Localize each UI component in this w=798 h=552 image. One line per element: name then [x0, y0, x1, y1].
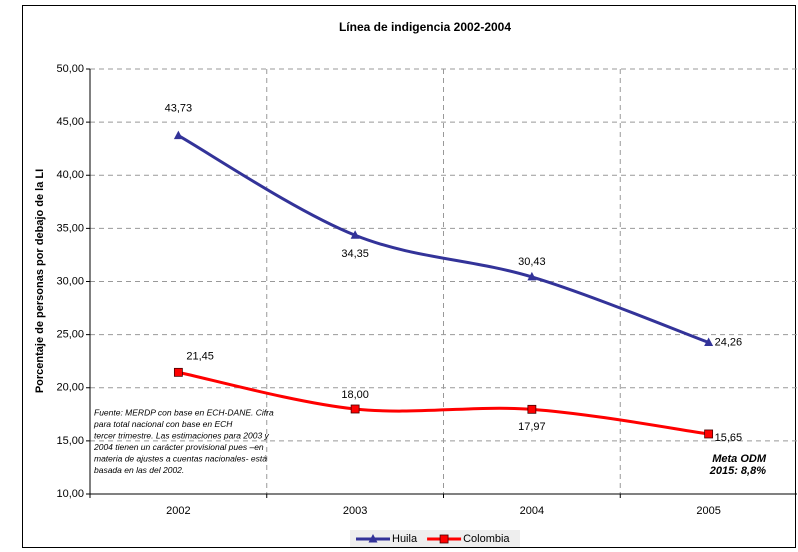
goal-note: Meta ODM [712, 453, 767, 465]
marker-triangle [350, 230, 360, 239]
y-tick-label: 25,00 [56, 329, 84, 341]
chart-title: Línea de indigencia 2002-2004 [339, 20, 511, 34]
y-tick-label: 35,00 [56, 222, 84, 234]
data-label: 18,00 [341, 389, 369, 401]
data-label: 15,65 [715, 432, 743, 444]
series-line [178, 370, 709, 436]
y-axis-label: Porcentaje de personas por debajo de la … [34, 169, 46, 393]
source-note: materia de ajustes a cuentas nacionales-… [94, 453, 267, 463]
data-label: 24,26 [715, 336, 743, 348]
y-tick-label: 45,00 [56, 116, 84, 128]
source-note: tercer trimestre. Las estimaciones para … [94, 430, 270, 440]
chart-frame [22, 5, 796, 548]
data-label: 21,45 [186, 350, 214, 362]
source-note: Fuente: MERDP con base en ECH-DANE. Cifr… [94, 407, 274, 417]
source-note: basada en las del 2002. [94, 465, 184, 475]
marker-triangle [704, 337, 714, 346]
source-note: para total nacional con base en ECH [93, 419, 233, 429]
x-tick-label: 2005 [696, 505, 720, 517]
x-tick-label: 2003 [343, 505, 367, 517]
data-label: 43,73 [165, 103, 193, 115]
marker-square [527, 404, 537, 414]
legend-label: Colombia [463, 533, 510, 545]
y-tick-label: 20,00 [56, 382, 84, 394]
goal-note: 2015: 8,8% [709, 465, 766, 477]
y-tick-label: 15,00 [56, 435, 84, 447]
marker-square [173, 367, 183, 377]
marker-triangle [368, 534, 378, 543]
source-note: 2004 tienen un carácter provisional pues… [93, 442, 264, 452]
y-tick-label: 40,00 [56, 169, 84, 181]
y-tick-label: 50,00 [56, 63, 84, 75]
y-tick-label: 30,00 [56, 275, 84, 287]
x-tick-label: 2002 [166, 505, 190, 517]
marker-square [704, 429, 714, 439]
x-tick-label: 2004 [520, 505, 544, 517]
data-label: 30,43 [518, 256, 546, 268]
marker-triangle [527, 271, 537, 281]
marker-square [439, 534, 449, 544]
data-label: 17,97 [518, 421, 546, 433]
legend-label: Huila [392, 533, 418, 545]
series-line [177, 134, 710, 344]
marker-square [350, 404, 360, 414]
y-tick-label: 10,00 [56, 488, 84, 500]
marker-triangle [173, 130, 183, 140]
data-label: 34,35 [341, 248, 369, 260]
